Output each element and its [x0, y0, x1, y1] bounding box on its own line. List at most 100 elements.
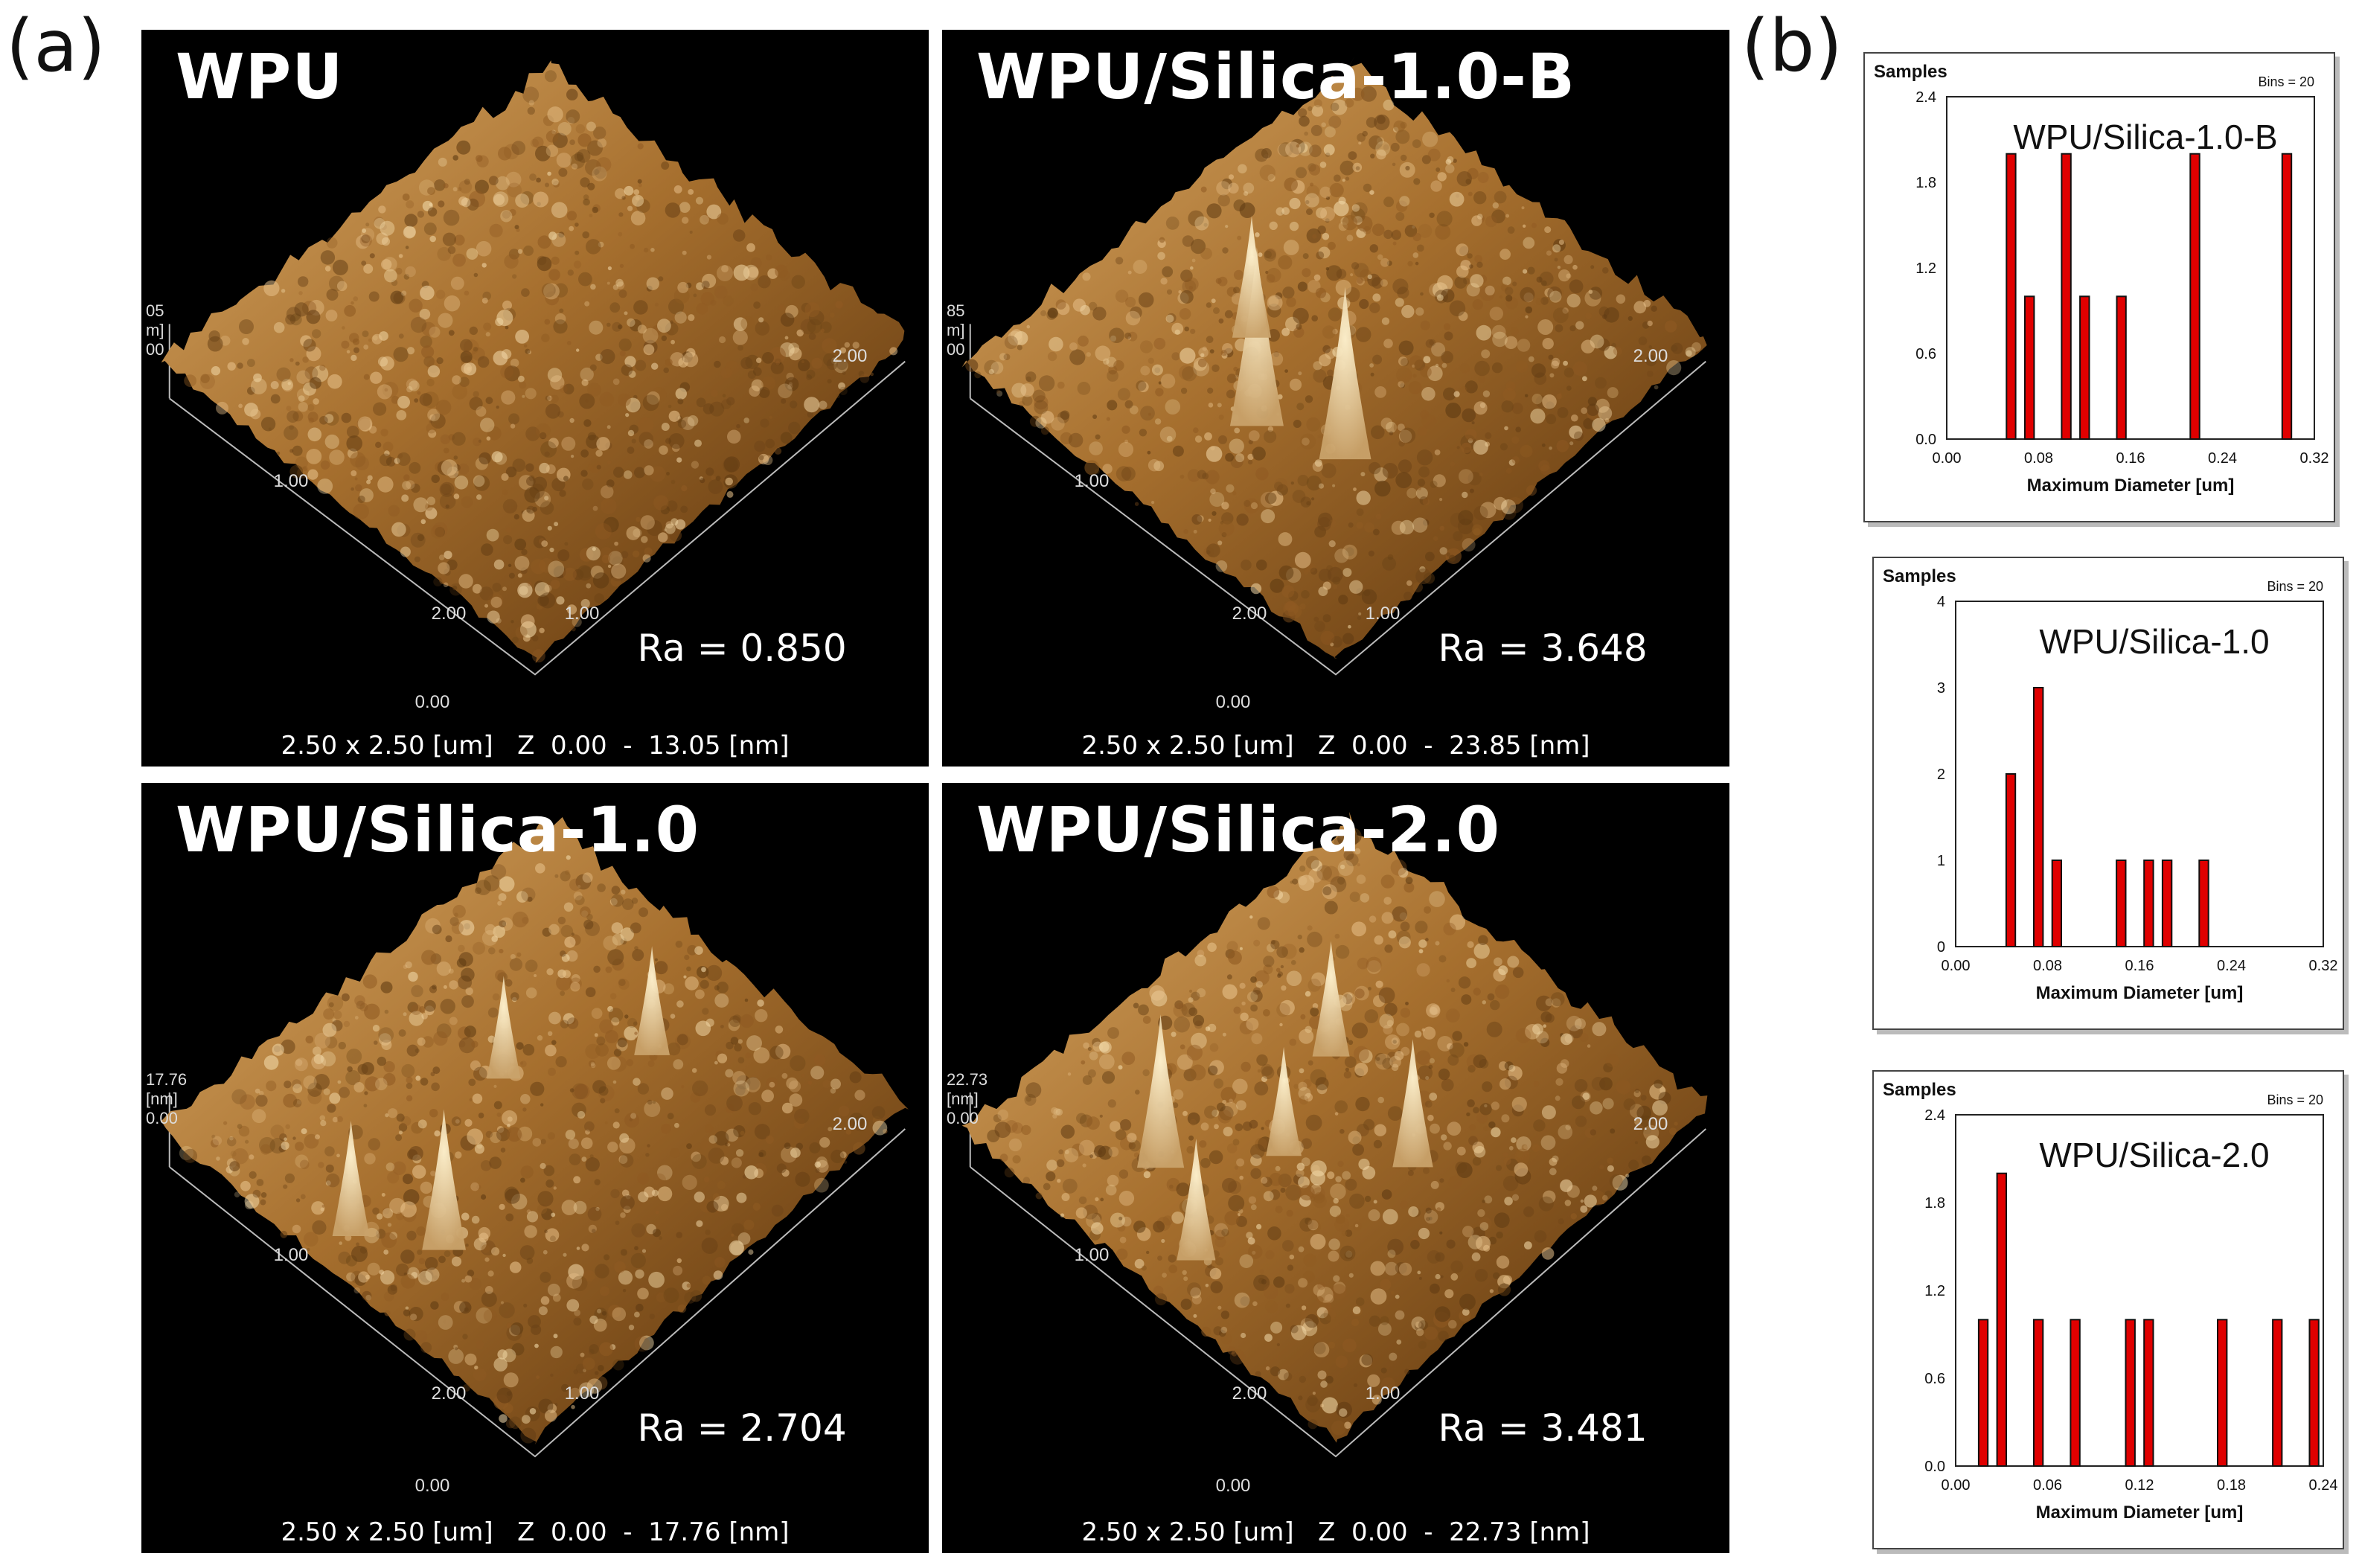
histogram-bar: [2051, 860, 2062, 947]
afm-axis-tick-label: 2.00: [833, 346, 868, 366]
afm-z-tick-label: 0.00: [146, 1109, 178, 1127]
afm-z-range: Z 0.00 - 13.05 [nm]: [517, 731, 790, 761]
x-tick-label: 0.16: [2116, 450, 2145, 467]
histogram-bar: [2125, 1319, 2136, 1467]
afm-image-wpu-silica-2-0: 1.00 2.00 0.00 1.00 2.00 22.73 [nm] 0.00 WPU/Sil…: [942, 783, 1729, 1553]
y-axis-label: Samples: [1883, 1080, 1956, 1100]
afm-z-tick-label: 0.00: [947, 1109, 979, 1127]
afm-surface-plot: 1.00 2.00 0.00 1.00 2.00 85m]00: [947, 57, 1707, 712]
afm-axis-tick-label: 2.00: [833, 1114, 868, 1134]
histogram-bar: [2116, 295, 2127, 440]
afm-xy-range: 2.50 x 2.50 [um]: [281, 1517, 493, 1547]
afm-xy-range: 2.50 x 2.50 [um]: [1081, 1517, 1294, 1547]
afm-axis-tick-label: 1.00: [1366, 604, 1401, 624]
afm-peak: [1232, 216, 1272, 338]
afm-surface-plot: 1.00 2.00 0.00 1.00 2.00 05m]00: [146, 60, 906, 712]
y-tick-label: 0.6: [1924, 1371, 1945, 1387]
afm-z-range: Z 0.00 - 22.73 [nm]: [1318, 1517, 1590, 1547]
afm-axis-tick-label: 1.00: [565, 604, 600, 624]
afm-texture: [184, 70, 898, 663]
afm-peak: [1136, 1014, 1185, 1168]
histogram-title: WPU/Silica-2.0: [2039, 1136, 2269, 1174]
y-tick-label: 0.6: [1915, 346, 1936, 362]
afm-axis-lines: [970, 360, 1706, 676]
histogram-wpu-silica-1-0: Samples Bins = 20 Maximum Diameter [um] WPU…: [1872, 557, 2344, 1030]
x-tick-label: 0.08: [2033, 958, 2062, 974]
y-tick-label: 2.4: [1924, 1107, 1945, 1124]
x-tick-label: 0.32: [2309, 958, 2338, 974]
y-tick-label: 1.2: [1924, 1283, 1945, 1299]
afm-texture: [179, 843, 888, 1444]
afm-dimensions-label: 2.50 x 2.50 [um] Z 0.00 - 13.05 [nm]: [141, 731, 929, 761]
afm-axis-tick-label: 2.00: [432, 1383, 467, 1404]
histogram-bar: [2079, 295, 2090, 440]
histogram-bar: [2281, 153, 2293, 440]
afm-roughness-label: Ra = 0.850: [637, 626, 847, 670]
afm-axis-lines: [970, 1128, 1706, 1458]
y-tick-label: 3: [1937, 680, 1945, 697]
histogram-bar: [1996, 1172, 2008, 1467]
histogram-svg: Samples Bins = 20 Maximum Diameter [um] WPU…: [1883, 1080, 2337, 1523]
y-tick-label: 0.0: [1915, 432, 1936, 448]
afm-z-tick-label: 05: [146, 301, 164, 320]
histogram-title: WPU/Silica-1.0-B: [2013, 118, 2277, 156]
afm-axis-tick-label: 2.00: [1633, 1114, 1668, 1134]
afm-texture: [987, 828, 1678, 1436]
histogram-bar: [2006, 153, 2017, 440]
afm-axis-tick-label: 0.00: [415, 1476, 450, 1496]
afm-peak: [1319, 287, 1371, 460]
afm-axis-tick-label: 1.00: [274, 1245, 309, 1265]
panel-label-b: (b): [1741, 4, 1843, 88]
histogram-svg: Samples Bins = 20 Maximum Diameter [um] WPU…: [1874, 62, 2328, 496]
afm-z-range: Z 0.00 - 23.85 [nm]: [1318, 731, 1590, 761]
histogram-bar: [2198, 860, 2209, 947]
histogram-bar: [2061, 153, 2072, 440]
afm-axis-tick-label: 0.00: [1216, 1476, 1251, 1496]
x-tick-label: 0.18: [2217, 1477, 2246, 1494]
afm-xy-range: 2.50 x 2.50 [um]: [1081, 731, 1294, 761]
histogram-bar: [2143, 860, 2154, 947]
y-tick-label: 2.4: [1915, 89, 1936, 106]
afm-peak: [1312, 941, 1350, 1057]
histogram-bar: [2272, 1319, 2283, 1467]
afm-sample-label: WPU/Silica-1.0: [176, 793, 700, 866]
afm-axis-tick-label: 1.00: [1075, 471, 1110, 491]
afm-peak: [634, 946, 670, 1055]
y-axis-label: Samples: [1874, 62, 1947, 82]
histogram-bar: [2024, 295, 2035, 440]
histogram-bar: [2116, 860, 2127, 947]
afm-z-tick-label: 17.76: [146, 1070, 187, 1089]
afm-peak: [422, 1109, 466, 1250]
bins-label: Bins = 20: [2258, 74, 2314, 89]
afm-z-tick-label: 22.73: [947, 1070, 988, 1089]
afm-surface: [961, 57, 1707, 659]
y-tick-label: 0: [1937, 939, 1945, 956]
afm-z-tick-label: m]: [947, 321, 964, 339]
afm-sample-label: WPU/Silica-2.0: [976, 793, 1501, 866]
afm-peak: [332, 1121, 370, 1237]
histogram-bar: [2070, 1319, 2081, 1467]
afm-axis-tick-label: 1.00: [565, 1383, 600, 1404]
afm-peak: [487, 976, 521, 1079]
y-tick-label: 0.0: [1924, 1459, 1945, 1475]
x-tick-label: 0.08: [2024, 450, 2053, 467]
histogram-bar: [2005, 773, 2017, 947]
afm-sample-label: WPU/Silica-1.0-B: [976, 40, 1576, 113]
histogram-title: WPU/Silica-1.0: [2039, 622, 2269, 661]
x-tick-label: 0.00: [1942, 958, 1971, 974]
x-tick-label: 0.24: [2208, 450, 2237, 467]
afm-axis-tick-label: 0.00: [415, 692, 450, 712]
afm-image-wpu-silica-1-0: 1.00 2.00 0.00 1.00 2.00 17.76 [nm] 0.00 WPU/Sil…: [141, 783, 929, 1553]
afm-image-wpu-silica-1-0-b: 1.00 2.00 0.00 1.00 2.00 85 m] 00 WPU/Silica-1.0…: [942, 30, 1729, 767]
x-axis-label: Maximum Diameter [um]: [2036, 1503, 2244, 1523]
histogram-bar: [2161, 860, 2173, 947]
histogram-bar: [2143, 1319, 2154, 1467]
afm-z-range: Z 0.00 - 17.76 [nm]: [517, 1517, 790, 1547]
y-tick-label: 1.2: [1915, 260, 1936, 277]
afm-axis-tick-label: 2.00: [1633, 346, 1668, 366]
plot-area: [1955, 601, 2324, 947]
afm-axis-lines: [169, 1128, 906, 1458]
afm-z-tick-label: 00: [947, 340, 964, 359]
afm-peak: [1266, 1046, 1302, 1156]
